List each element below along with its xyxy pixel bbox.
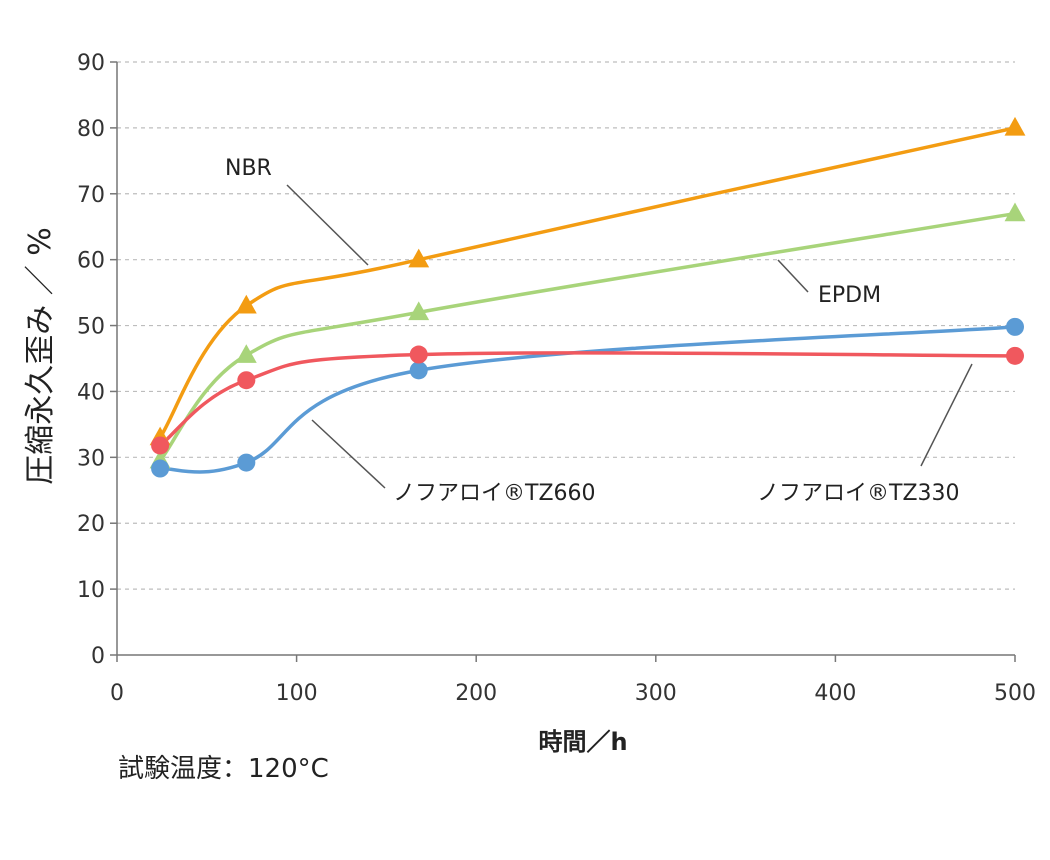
data-point-tz330	[1006, 346, 1024, 365]
series-label-epdm: EPDM	[818, 283, 881, 308]
x-tick-label: 200	[455, 681, 497, 706]
data-point-tz660	[409, 361, 428, 380]
series-label-tz660: ノフアロイ®TZ660	[393, 481, 596, 506]
x-tick-label: 400	[814, 681, 856, 706]
series-layer	[149, 116, 1026, 478]
data-point-nbr	[408, 248, 430, 268]
y-tick-label: 0	[91, 644, 105, 669]
y-tick-label: 70	[77, 183, 105, 208]
leader-line-nbr	[286, 184, 369, 266]
x-tick-label: 300	[635, 681, 677, 706]
test-condition-note: 試験温度：120°C	[118, 754, 329, 784]
data-point-nbr	[235, 294, 257, 314]
series-line-nbr	[158, 126, 1017, 440]
y-tick-label: 90	[77, 51, 105, 76]
x-tick-label: 100	[276, 681, 318, 706]
series-label-tz330: ノフアロイ®TZ330	[757, 481, 960, 506]
y-tick-label: 80	[77, 117, 105, 142]
tick-labels: 0 10 20 30 40 50 60 70 80 90 0 100 200 300 400 500	[77, 51, 1036, 706]
data-point-tz330	[237, 371, 256, 390]
series-line-epdm	[158, 211, 1017, 463]
data-point-tz660	[1006, 317, 1024, 336]
data-point-epdm	[235, 344, 257, 363]
y-tick-label: 40	[77, 380, 105, 405]
series-line-tz660	[158, 325, 1017, 474]
series-annotations: NBR EPDM ノフアロイ®TZ660 ノフアロイ®TZ330	[225, 156, 973, 506]
y-tick-label: 20	[77, 512, 105, 537]
axes	[110, 61, 1016, 662]
leader-line-epdm	[777, 259, 809, 293]
data-point-tz660	[151, 459, 170, 478]
leader-line-tz330	[920, 363, 973, 467]
y-axis-title: 圧縮永久歪み ／ %	[23, 227, 58, 485]
y-tick-label: 60	[77, 249, 105, 274]
y-tick-label: 50	[77, 315, 105, 340]
data-point-nbr	[1004, 116, 1026, 136]
data-point-epdm	[1004, 202, 1026, 222]
y-tick-label: 10	[77, 578, 105, 603]
data-point-tz330	[409, 345, 428, 364]
x-axis-title: 時間／h	[538, 728, 627, 756]
data-point-tz660	[237, 453, 256, 472]
x-tick-label: 0	[110, 681, 124, 706]
series-label-nbr: NBR	[225, 156, 272, 181]
x-tick-label: 500	[994, 681, 1036, 706]
data-point-epdm	[408, 301, 430, 321]
series-line-tz330	[158, 351, 1017, 448]
y-tick-label: 30	[77, 446, 105, 471]
leader-line-tz660	[311, 419, 386, 489]
data-point-tz330	[151, 436, 170, 455]
gridlines	[117, 61, 1015, 590]
